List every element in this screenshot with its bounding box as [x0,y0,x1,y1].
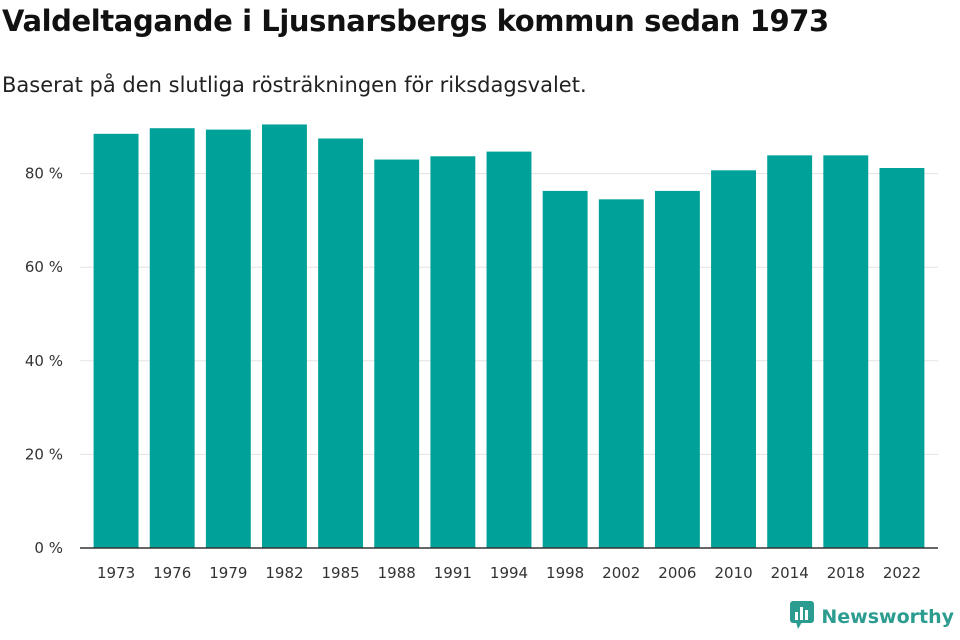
x-tick-label: 1979 [209,564,247,582]
x-tick-label: 1991 [434,564,472,582]
brand-label: Newsworthy [821,606,954,628]
axes: 0 % 20 % 40 % 60 % 80 % 1973 1976 1979 1982 1985 1… [25,165,938,582]
bar [486,151,532,548]
x-tick-label: 1994 [490,564,528,582]
bar [262,124,307,549]
x-tick-label: 2010 [714,564,752,582]
x-tick-label: 1982 [265,564,303,582]
bar [149,128,195,549]
x-tick-label: 1976 [153,564,191,582]
bar [598,199,644,548]
y-tick-label: 0 % [34,539,63,557]
x-tick-label: 2002 [602,564,640,582]
bar [767,155,813,548]
bar [318,138,364,548]
x-tick-label: 1973 [97,564,135,582]
x-tick-label: 1998 [546,564,584,582]
x-tick-label: 1985 [322,564,360,582]
x-tick-label: 2014 [771,564,809,582]
bar [374,159,420,548]
newsworthy-logo-icon [789,600,815,634]
chart-title: Valdeltagande i Ljusnarsbergs kommun sed… [2,4,829,38]
x-tick-label: 2006 [658,564,696,582]
x-tick-label: 2022 [883,564,921,582]
bar [879,167,925,548]
bar [711,170,756,548]
chart-subtitle: Baserat på den slutliga rösträkningen fö… [2,73,587,97]
bars [93,124,925,549]
y-tick-label: 20 % [25,445,63,463]
y-tick-label: 40 % [25,352,63,370]
bar [430,156,476,548]
bar [542,190,588,548]
bar [654,190,700,548]
bar [823,155,869,548]
bar [93,133,139,548]
x-tick-label: 1988 [378,564,416,582]
y-tick-label: 60 % [25,258,63,276]
y-tick-label: 80 % [25,165,63,183]
x-tick-label: 2018 [827,564,865,582]
bar [205,129,251,548]
brand-logo: Newsworthy [789,600,954,634]
